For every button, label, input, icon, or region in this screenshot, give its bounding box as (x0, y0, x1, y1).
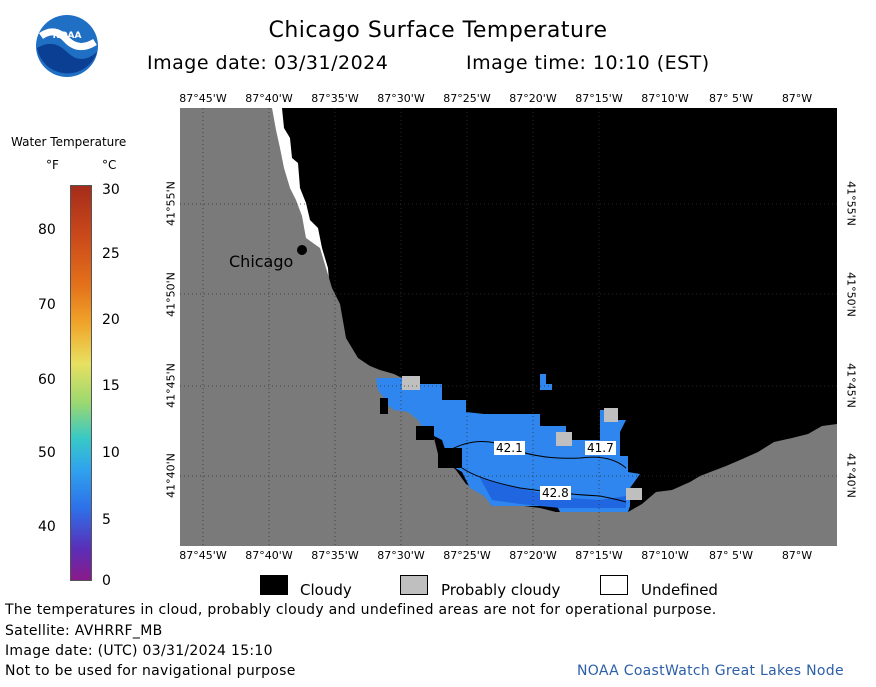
chicago-label: Chicago (229, 252, 294, 271)
celsius-tick: 20 (102, 312, 120, 328)
latitude-label: 41°40'N (844, 453, 858, 498)
footer-utc-date: Image date: (UTC) 03/31/2024 15:10 (5, 643, 273, 659)
key-undefined-swatch (600, 575, 628, 595)
latitude-label: 41°45'N (164, 363, 178, 408)
unit-celsius: °C (102, 158, 117, 172)
key-probably-cloudy-swatch (400, 575, 428, 595)
celsius-tick: 15 (102, 378, 120, 394)
longitude-label: 87°15'W (575, 549, 623, 562)
water-warmer-area (480, 478, 626, 508)
longitude-label: 87°10'W (641, 92, 689, 105)
map-title: Chicago Surface Temperature (268, 18, 608, 43)
map-svg (180, 108, 837, 546)
probably-cloudy-patch (556, 432, 572, 446)
noaa-logo: NOAA (35, 14, 99, 78)
noaa-logo-text: NOAA (53, 31, 82, 41)
key-cloudy-label: Cloudy (300, 581, 352, 599)
isotherm-line (449, 440, 627, 469)
latitude-label: 41°40'N (164, 453, 178, 498)
fahrenheit-tick: 60 (38, 372, 56, 388)
longitude-label: 87°40'W (245, 92, 293, 105)
image-date: Image date: 03/31/2024 (147, 52, 389, 74)
probably-cloudy-patch (626, 488, 642, 500)
celsius-tick: 30 (102, 182, 120, 198)
isotherm-label: 42.1 (494, 441, 525, 455)
footer-note: The temperatures in cloud, probably clou… (5, 602, 717, 618)
latitude-label: 41°55'N (164, 181, 178, 226)
longitude-label: 87°W (781, 92, 813, 105)
longitude-label: 87°35'W (311, 92, 359, 105)
longitude-label: 87° 5'W (709, 92, 753, 105)
longitude-label: 87°10'W (641, 549, 689, 562)
longitude-label: 87°45'W (179, 549, 227, 562)
fahrenheit-tick: 40 (38, 519, 56, 535)
land (180, 108, 837, 546)
graticule (180, 108, 837, 546)
chicago-marker (297, 245, 307, 255)
probably-cloudy-patch (402, 376, 420, 390)
longitude-label: 87°20'W (509, 549, 557, 562)
longitude-label: 87°25'W (443, 549, 491, 562)
longitude-label: 87°30'W (377, 92, 425, 105)
fahrenheit-tick: 70 (38, 297, 56, 313)
isotherm-label: 41.7 (585, 441, 616, 455)
longitude-label: 87°45'W (179, 92, 227, 105)
celsius-tick: 10 (102, 445, 120, 461)
cloudy-patch (416, 426, 434, 440)
longitude-label: 87°20'W (509, 92, 557, 105)
probably-cloudy-patch (604, 408, 618, 422)
legend-title: Water Temperature (11, 135, 127, 149)
key-probably-cloudy-label: Probably cloudy (441, 581, 561, 599)
unit-fahrenheit: °F (46, 158, 59, 172)
longitude-label: 87°15'W (575, 92, 623, 105)
footer-satellite: Satellite: AVHRRF_MB (5, 623, 163, 639)
cloudy-patch (380, 398, 388, 414)
longitude-label: 87° 5'W (709, 549, 753, 562)
longitude-label: 87°25'W (443, 92, 491, 105)
celsius-tick: 25 (102, 246, 120, 262)
image-time: Image time: 10:10 (EST) (466, 52, 710, 74)
celsius-tick: 5 (102, 512, 111, 528)
longitude-label: 87°40'W (245, 549, 293, 562)
latitude-label: 41°45'N (844, 363, 858, 408)
isotherm-label: 42.8 (540, 486, 571, 500)
longitude-label: 87°W (781, 549, 813, 562)
fahrenheit-tick: 50 (38, 445, 56, 461)
celsius-tick: 0 (102, 573, 111, 589)
latitude-label: 41°50'N (844, 272, 858, 317)
footer-node: NOAA CoastWatch Great Lakes Node (577, 663, 844, 679)
key-undefined-label: Undefined (641, 581, 718, 599)
latitude-label: 41°50'N (164, 272, 178, 317)
longitude-label: 87°30'W (377, 549, 425, 562)
color-scale-bar (70, 185, 92, 581)
footer-nav-warning: Not to be used for navigational purpose (5, 663, 296, 679)
map-panel (180, 108, 837, 546)
key-cloudy-swatch (260, 575, 288, 595)
fahrenheit-tick: 80 (38, 222, 56, 238)
cloudy-patch (438, 448, 462, 468)
longitude-label: 87°35'W (311, 549, 359, 562)
latitude-label: 41°55'N (844, 181, 858, 226)
